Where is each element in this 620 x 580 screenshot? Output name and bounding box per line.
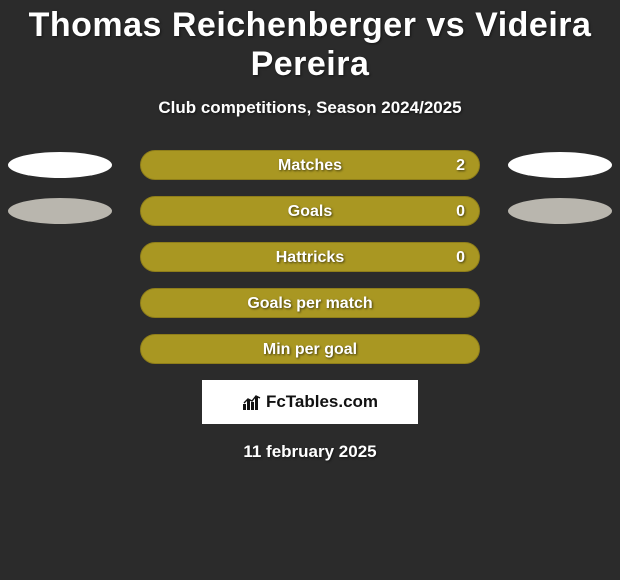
stat-row-matches: Matches 2	[0, 150, 620, 180]
stat-label: Min per goal	[263, 335, 357, 365]
stat-label: Goals per match	[247, 289, 372, 319]
stat-value: 0	[456, 197, 465, 227]
stat-label: Hattricks	[276, 243, 344, 273]
stat-row-goals-per-match: Goals per match	[0, 288, 620, 318]
stat-label: Matches	[278, 151, 342, 181]
right-marker	[508, 198, 612, 224]
date-label: 11 february 2025	[0, 442, 620, 462]
stat-bar: Goals per match	[140, 288, 480, 318]
stat-row-goals: Goals 0	[0, 196, 620, 226]
left-marker	[8, 198, 112, 224]
logo-box: FcTables.com	[202, 380, 418, 424]
stat-bar: Hattricks 0	[140, 242, 480, 272]
stat-bar: Matches 2	[140, 150, 480, 180]
chart-icon	[242, 394, 262, 410]
stat-bar: Min per goal	[140, 334, 480, 364]
stat-bar: Goals 0	[140, 196, 480, 226]
logo: FcTables.com	[242, 392, 378, 412]
stat-label: Goals	[288, 197, 332, 227]
right-marker	[508, 152, 612, 178]
left-marker	[8, 152, 112, 178]
subtitle: Club competitions, Season 2024/2025	[0, 98, 620, 118]
stat-row-hattricks: Hattricks 0	[0, 242, 620, 272]
stat-value: 0	[456, 243, 465, 273]
stat-value: 2	[456, 151, 465, 181]
stat-row-min-per-goal: Min per goal	[0, 334, 620, 364]
stats-rows: Matches 2 Goals 0 Hattricks 0 Goals per …	[0, 150, 620, 364]
logo-label: FcTables.com	[266, 392, 378, 412]
page-title: Thomas Reichenberger vs Videira Pereira	[0, 0, 620, 84]
